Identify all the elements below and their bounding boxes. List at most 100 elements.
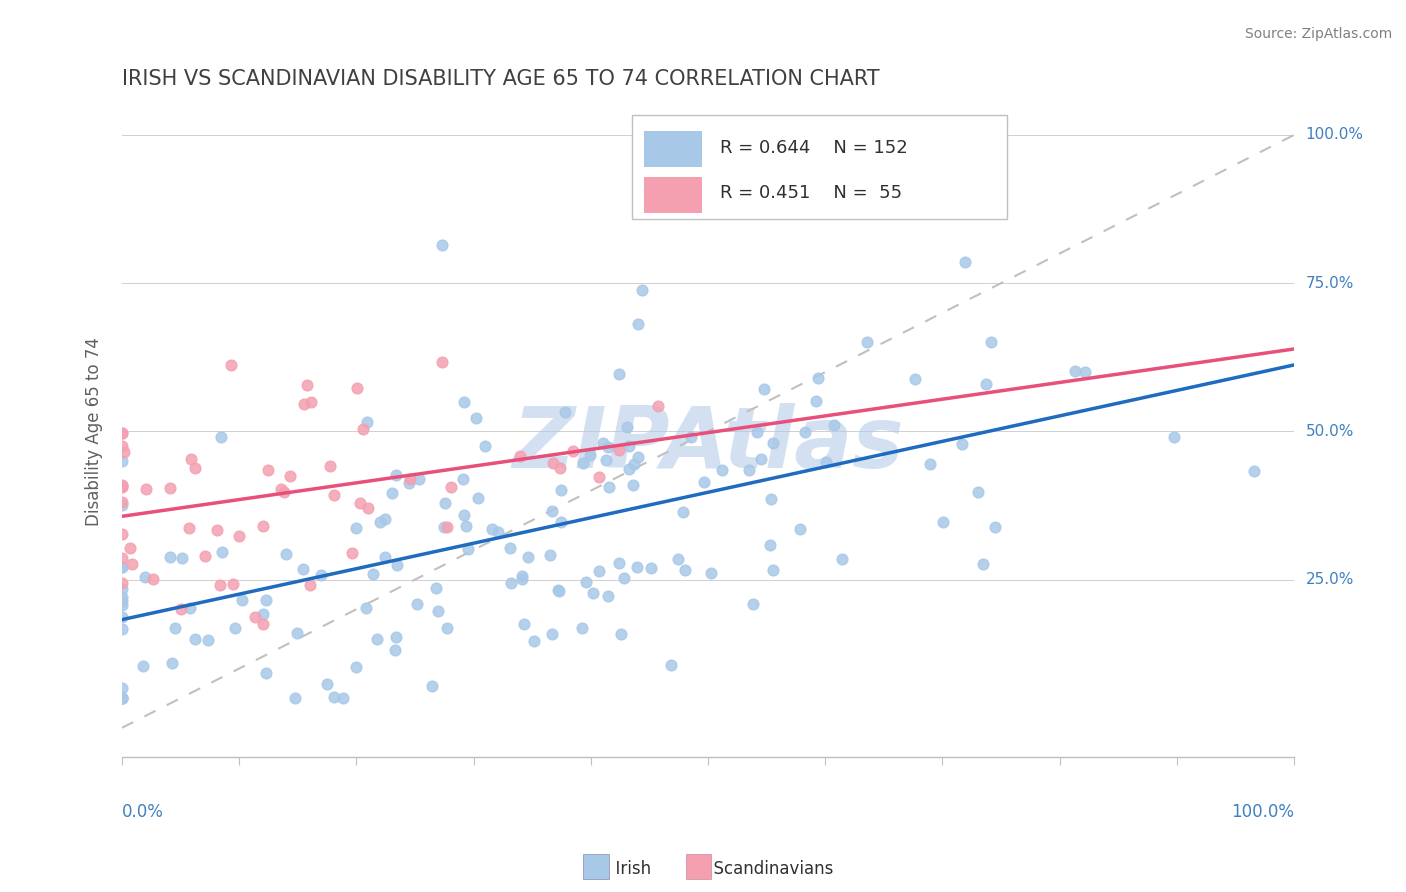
- Text: Scandinavians: Scandinavians: [703, 860, 834, 878]
- Point: [759, 492, 782, 507]
- Point: [254, 592, 277, 607]
- Text: 50.0%: 50.0%: [1306, 424, 1354, 439]
- Point: [918, 457, 941, 471]
- Point: [228, 529, 250, 543]
- Point: [111, 495, 134, 509]
- Point: [322, 690, 344, 704]
- Point: [361, 567, 384, 582]
- Point: [159, 482, 181, 496]
- Point: [179, 600, 201, 615]
- Point: [170, 601, 193, 615]
- Point: [623, 458, 645, 472]
- Point: [453, 508, 475, 523]
- Point: [111, 593, 134, 607]
- Point: [509, 450, 531, 464]
- Text: R = 0.451    N =  55: R = 0.451 N = 55: [720, 185, 901, 202]
- Point: [121, 557, 143, 571]
- Point: [759, 538, 782, 552]
- Point: [666, 552, 689, 566]
- Point: [205, 523, 228, 537]
- FancyBboxPatch shape: [644, 131, 702, 168]
- Point: [596, 589, 619, 603]
- Point: [197, 632, 219, 647]
- Point: [163, 621, 186, 635]
- Point: [340, 546, 363, 560]
- Point: [406, 597, 429, 611]
- Point: [436, 621, 458, 635]
- Point: [967, 484, 990, 499]
- Point: [219, 358, 242, 372]
- Point: [464, 411, 486, 425]
- Text: 100.0%: 100.0%: [1232, 803, 1294, 821]
- Point: [572, 456, 595, 470]
- Point: [592, 435, 614, 450]
- Point: [626, 559, 648, 574]
- Point: [111, 498, 134, 512]
- Point: [134, 570, 156, 584]
- Point: [111, 478, 134, 492]
- Point: [135, 482, 157, 496]
- Point: [159, 549, 181, 564]
- Point: [673, 563, 696, 577]
- Point: [398, 475, 420, 490]
- Point: [252, 607, 274, 621]
- Point: [111, 691, 134, 706]
- Point: [794, 425, 817, 439]
- Point: [111, 622, 134, 636]
- Point: [111, 560, 134, 574]
- Point: [356, 415, 378, 429]
- Point: [762, 436, 785, 450]
- Point: [208, 578, 231, 592]
- Point: [299, 578, 322, 592]
- Point: [588, 564, 610, 578]
- Point: [112, 445, 135, 459]
- Point: [425, 581, 447, 595]
- Point: [789, 522, 811, 536]
- Point: [745, 425, 768, 439]
- Point: [523, 633, 546, 648]
- Point: [323, 488, 346, 502]
- Point: [111, 609, 134, 624]
- Point: [346, 381, 368, 395]
- Point: [211, 545, 233, 559]
- Point: [426, 604, 449, 618]
- Point: [111, 454, 134, 468]
- Point: [111, 598, 134, 612]
- FancyBboxPatch shape: [644, 178, 702, 213]
- Point: [319, 459, 342, 474]
- Point: [257, 462, 280, 476]
- Point: [299, 395, 322, 409]
- Point: [284, 691, 307, 706]
- Point: [700, 566, 723, 580]
- Y-axis label: Disability Age 65 to 74: Disability Age 65 to 74: [86, 337, 103, 525]
- Point: [588, 470, 610, 484]
- Point: [408, 471, 430, 485]
- Point: [932, 515, 955, 529]
- Point: [510, 572, 533, 586]
- Point: [619, 461, 641, 475]
- Text: 25.0%: 25.0%: [1306, 572, 1354, 587]
- Point: [467, 491, 489, 505]
- Point: [693, 475, 716, 489]
- Point: [1243, 464, 1265, 478]
- Point: [270, 483, 292, 497]
- Text: 75.0%: 75.0%: [1306, 276, 1354, 291]
- Point: [1064, 364, 1087, 378]
- Point: [311, 568, 333, 582]
- Point: [607, 557, 630, 571]
- Point: [823, 418, 845, 433]
- Point: [111, 439, 134, 453]
- Point: [436, 520, 458, 534]
- Text: 0.0%: 0.0%: [122, 803, 165, 821]
- Point: [374, 550, 396, 565]
- Point: [111, 425, 134, 440]
- Point: [741, 597, 763, 611]
- Point: [609, 442, 631, 457]
- Point: [640, 561, 662, 575]
- Point: [550, 515, 572, 529]
- Point: [453, 472, 475, 486]
- Point: [711, 463, 734, 477]
- Point: [627, 318, 650, 332]
- Point: [385, 468, 408, 483]
- Point: [1074, 365, 1097, 379]
